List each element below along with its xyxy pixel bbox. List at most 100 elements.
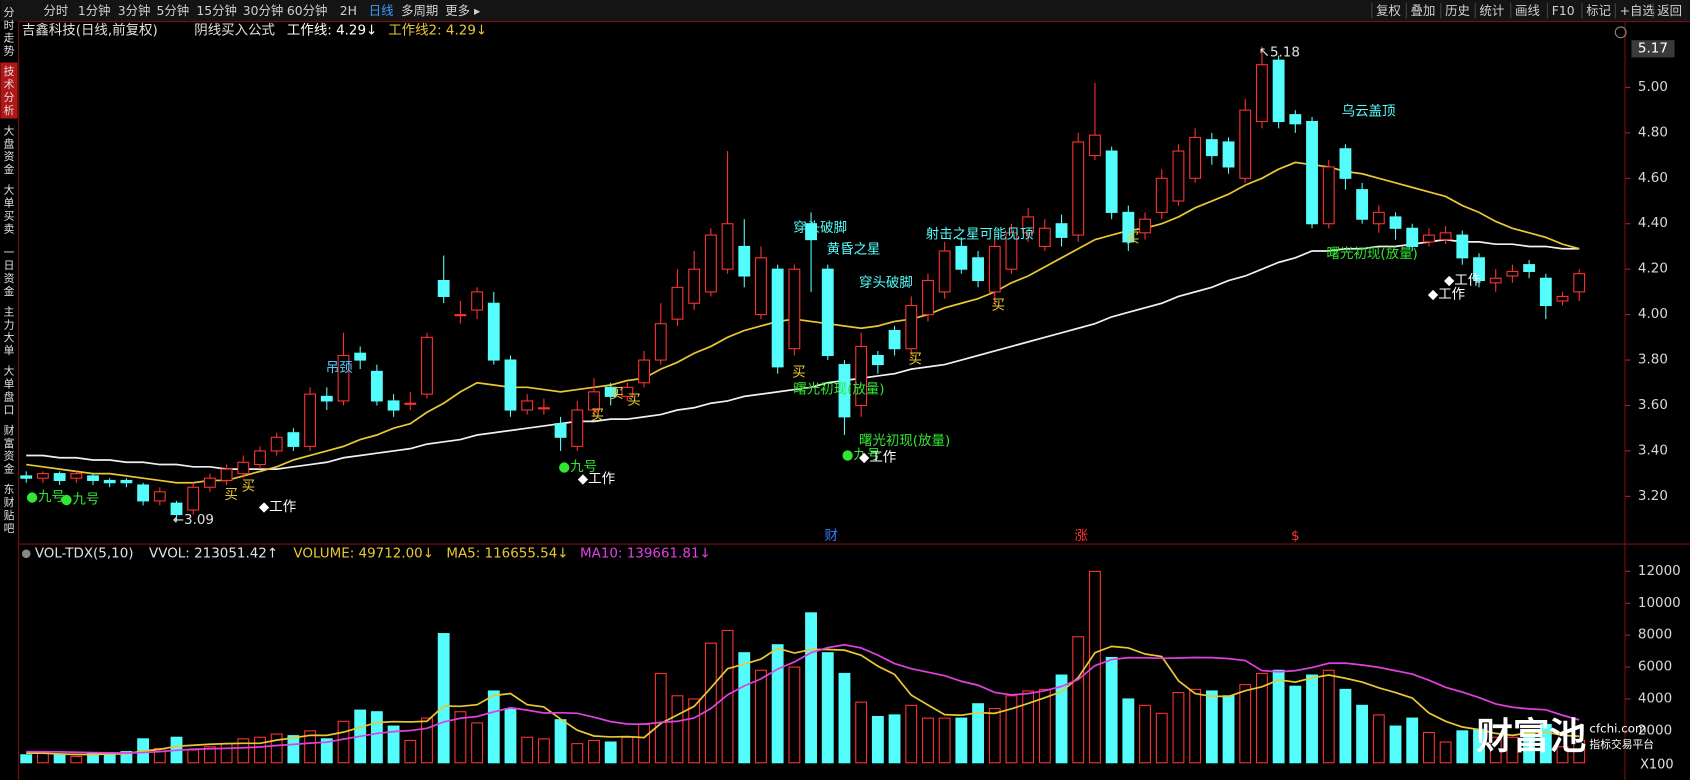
candle-body bbox=[838, 364, 851, 418]
volume-bar bbox=[688, 698, 701, 764]
y-tick-label: 2000 bbox=[1638, 723, 1672, 738]
candle-body bbox=[504, 359, 517, 411]
sidebar-tab[interactable]: 大盘资金 bbox=[4, 124, 15, 176]
y-tick-label: 3.60 bbox=[1638, 398, 1668, 413]
watermark-slogan: 指标交易平台 bbox=[1589, 738, 1654, 751]
y-tick-label: 4.00 bbox=[1638, 307, 1668, 322]
settings-icon[interactable] bbox=[1614, 26, 1627, 39]
candle-body bbox=[1289, 114, 1302, 125]
tool-button[interactable]: 叠加 bbox=[1411, 4, 1436, 18]
candle-body bbox=[604, 386, 617, 397]
volume-bar bbox=[153, 747, 166, 764]
volume-bar bbox=[554, 719, 567, 764]
candle-body bbox=[888, 329, 901, 350]
candle-body bbox=[1038, 227, 1051, 247]
candle-body bbox=[1322, 166, 1335, 225]
indicator-label: MA10: 139661.81↓ bbox=[580, 546, 711, 561]
pattern-annotation: 曙光初现(放量) bbox=[793, 382, 884, 398]
period-tab[interactable]: 日线 bbox=[369, 4, 394, 18]
pattern-annotation: ←3.09 bbox=[173, 513, 214, 528]
period-tab[interactable]: 更多 ▸ bbox=[445, 4, 481, 18]
candle-body bbox=[53, 473, 66, 481]
candle-body bbox=[1256, 64, 1268, 123]
indicator-label: 吉鑫科技(日线,前复权) bbox=[22, 22, 158, 39]
volume-bar bbox=[1389, 725, 1402, 764]
volume-bar bbox=[471, 722, 484, 764]
candle-body bbox=[1239, 109, 1252, 179]
volume-bar bbox=[254, 736, 266, 764]
period-tab[interactable]: 5分钟 bbox=[157, 3, 190, 18]
pattern-annotation: 买 bbox=[591, 407, 604, 423]
price-marker: 5.17 bbox=[1638, 41, 1668, 56]
tool-button[interactable]: 历史 bbox=[1445, 4, 1470, 18]
sidebar-tab[interactable]: 分时走势 bbox=[4, 5, 15, 57]
y-tick-label: 8000 bbox=[1638, 628, 1672, 643]
y-tick-label: 6000 bbox=[1638, 660, 1672, 675]
period-tab[interactable]: 15分钟 bbox=[196, 3, 237, 18]
period-tab[interactable]: 3分钟 bbox=[118, 3, 151, 18]
volume-bar bbox=[404, 739, 417, 764]
volume-bar bbox=[320, 738, 333, 764]
sidebar-tab[interactable]: 大单盘口 bbox=[4, 364, 15, 416]
period-tab[interactable]: 1分钟 bbox=[78, 3, 111, 18]
tool-button[interactable]: 标记 bbox=[1586, 4, 1611, 18]
volume-bar bbox=[654, 672, 667, 764]
candle-body bbox=[788, 268, 801, 350]
volume-bar bbox=[487, 690, 500, 764]
tool-button[interactable]: 复权 bbox=[1376, 3, 1401, 18]
y-tick-label: 4.40 bbox=[1638, 216, 1668, 231]
volume-bar bbox=[721, 629, 734, 764]
pattern-annotation: 黄昏之星 bbox=[827, 241, 881, 257]
tool-button[interactable]: 返回 bbox=[1657, 4, 1682, 18]
period-tab[interactable]: 2H bbox=[340, 4, 357, 18]
volume-bar bbox=[604, 741, 617, 764]
candle-body bbox=[87, 475, 99, 481]
candle-body bbox=[704, 234, 717, 293]
period-tab[interactable]: 分时 bbox=[43, 4, 68, 18]
candle-body bbox=[1005, 232, 1018, 270]
volume-bar bbox=[120, 751, 133, 764]
indicator-label: VOLUME: 49712.00↓ bbox=[293, 546, 434, 561]
sidebar-tab[interactable]: 技术分析 bbox=[4, 65, 15, 117]
period-tab[interactable]: 60分钟 bbox=[287, 3, 328, 18]
volume-bar bbox=[972, 703, 984, 764]
volume-bar bbox=[537, 738, 550, 764]
candle-body bbox=[1523, 264, 1536, 272]
tool-button[interactable]: 画线 bbox=[1515, 4, 1540, 18]
pane-icon[interactable] bbox=[21, 549, 31, 559]
sidebar-tab[interactable]: 东财贴吧 bbox=[4, 483, 15, 535]
sidebar-tab[interactable]: 一日资金 bbox=[4, 246, 15, 298]
candle-body bbox=[1406, 227, 1419, 247]
candle-body bbox=[1389, 216, 1402, 229]
candle-body bbox=[1205, 139, 1218, 157]
tool-button[interactable]: 统计 bbox=[1480, 4, 1505, 18]
candle-body bbox=[1072, 141, 1085, 236]
volume-bar bbox=[871, 715, 884, 764]
candle-body bbox=[237, 461, 250, 475]
pattern-annotation: 买 bbox=[992, 297, 1005, 313]
y-tick-label: 3.20 bbox=[1638, 489, 1668, 504]
volume-bar bbox=[671, 695, 684, 764]
pattern-annotation: ●九号 bbox=[61, 491, 100, 507]
volume-bar bbox=[1222, 695, 1235, 764]
volume-bar bbox=[621, 736, 634, 764]
candle-body bbox=[588, 391, 600, 411]
candle-body bbox=[855, 345, 868, 407]
sidebar-tab[interactable]: 主力大单 bbox=[4, 305, 15, 357]
candle-body bbox=[1055, 223, 1068, 238]
period-tab[interactable]: 多周期 bbox=[401, 4, 438, 18]
sidebar-tab[interactable]: 大单买卖 bbox=[4, 183, 15, 235]
volume-bar bbox=[1122, 698, 1135, 764]
volume-bar bbox=[821, 652, 834, 764]
candle-body bbox=[1422, 234, 1435, 243]
candle-body bbox=[1122, 211, 1135, 243]
candle-body bbox=[755, 257, 767, 316]
tool-button[interactable]: +自选 bbox=[1620, 4, 1655, 18]
volume-bar bbox=[1105, 656, 1118, 764]
candle-body bbox=[1089, 134, 1101, 157]
volume-bar bbox=[738, 652, 751, 764]
candle-body bbox=[203, 477, 216, 488]
tool-button[interactable]: F10 bbox=[1552, 4, 1575, 18]
sidebar-tab[interactable]: 财富资金 bbox=[4, 423, 15, 475]
period-tab[interactable]: 30分钟 bbox=[243, 3, 284, 18]
